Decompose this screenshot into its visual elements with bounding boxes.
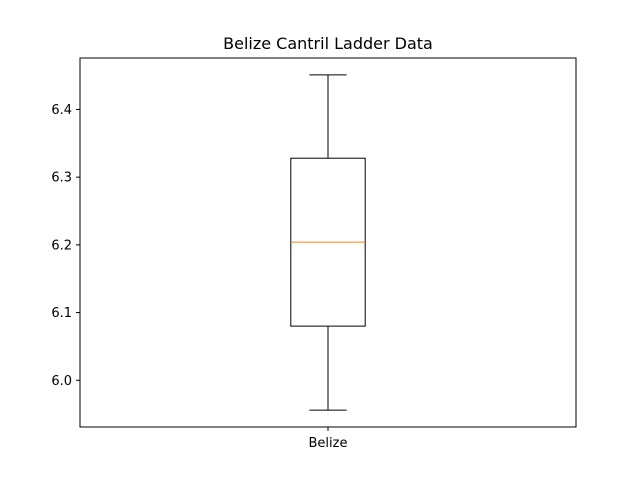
x-tick-label: Belize bbox=[309, 436, 348, 451]
y-tick-label: 6.0 bbox=[51, 374, 72, 389]
y-tick-label: 6.1 bbox=[51, 306, 72, 321]
y-tick-label: 6.3 bbox=[51, 171, 72, 186]
y-tick-label: 6.2 bbox=[51, 238, 72, 253]
y-tick-label: 6.4 bbox=[51, 103, 72, 118]
axes: 6.0 6.1 6.2 6.3 6.4 Belize bbox=[51, 103, 347, 451]
plot-frame bbox=[79, 57, 577, 428]
box-layer bbox=[290, 74, 366, 411]
chart-title: Belize Cantril Ladder Data bbox=[223, 34, 433, 53]
